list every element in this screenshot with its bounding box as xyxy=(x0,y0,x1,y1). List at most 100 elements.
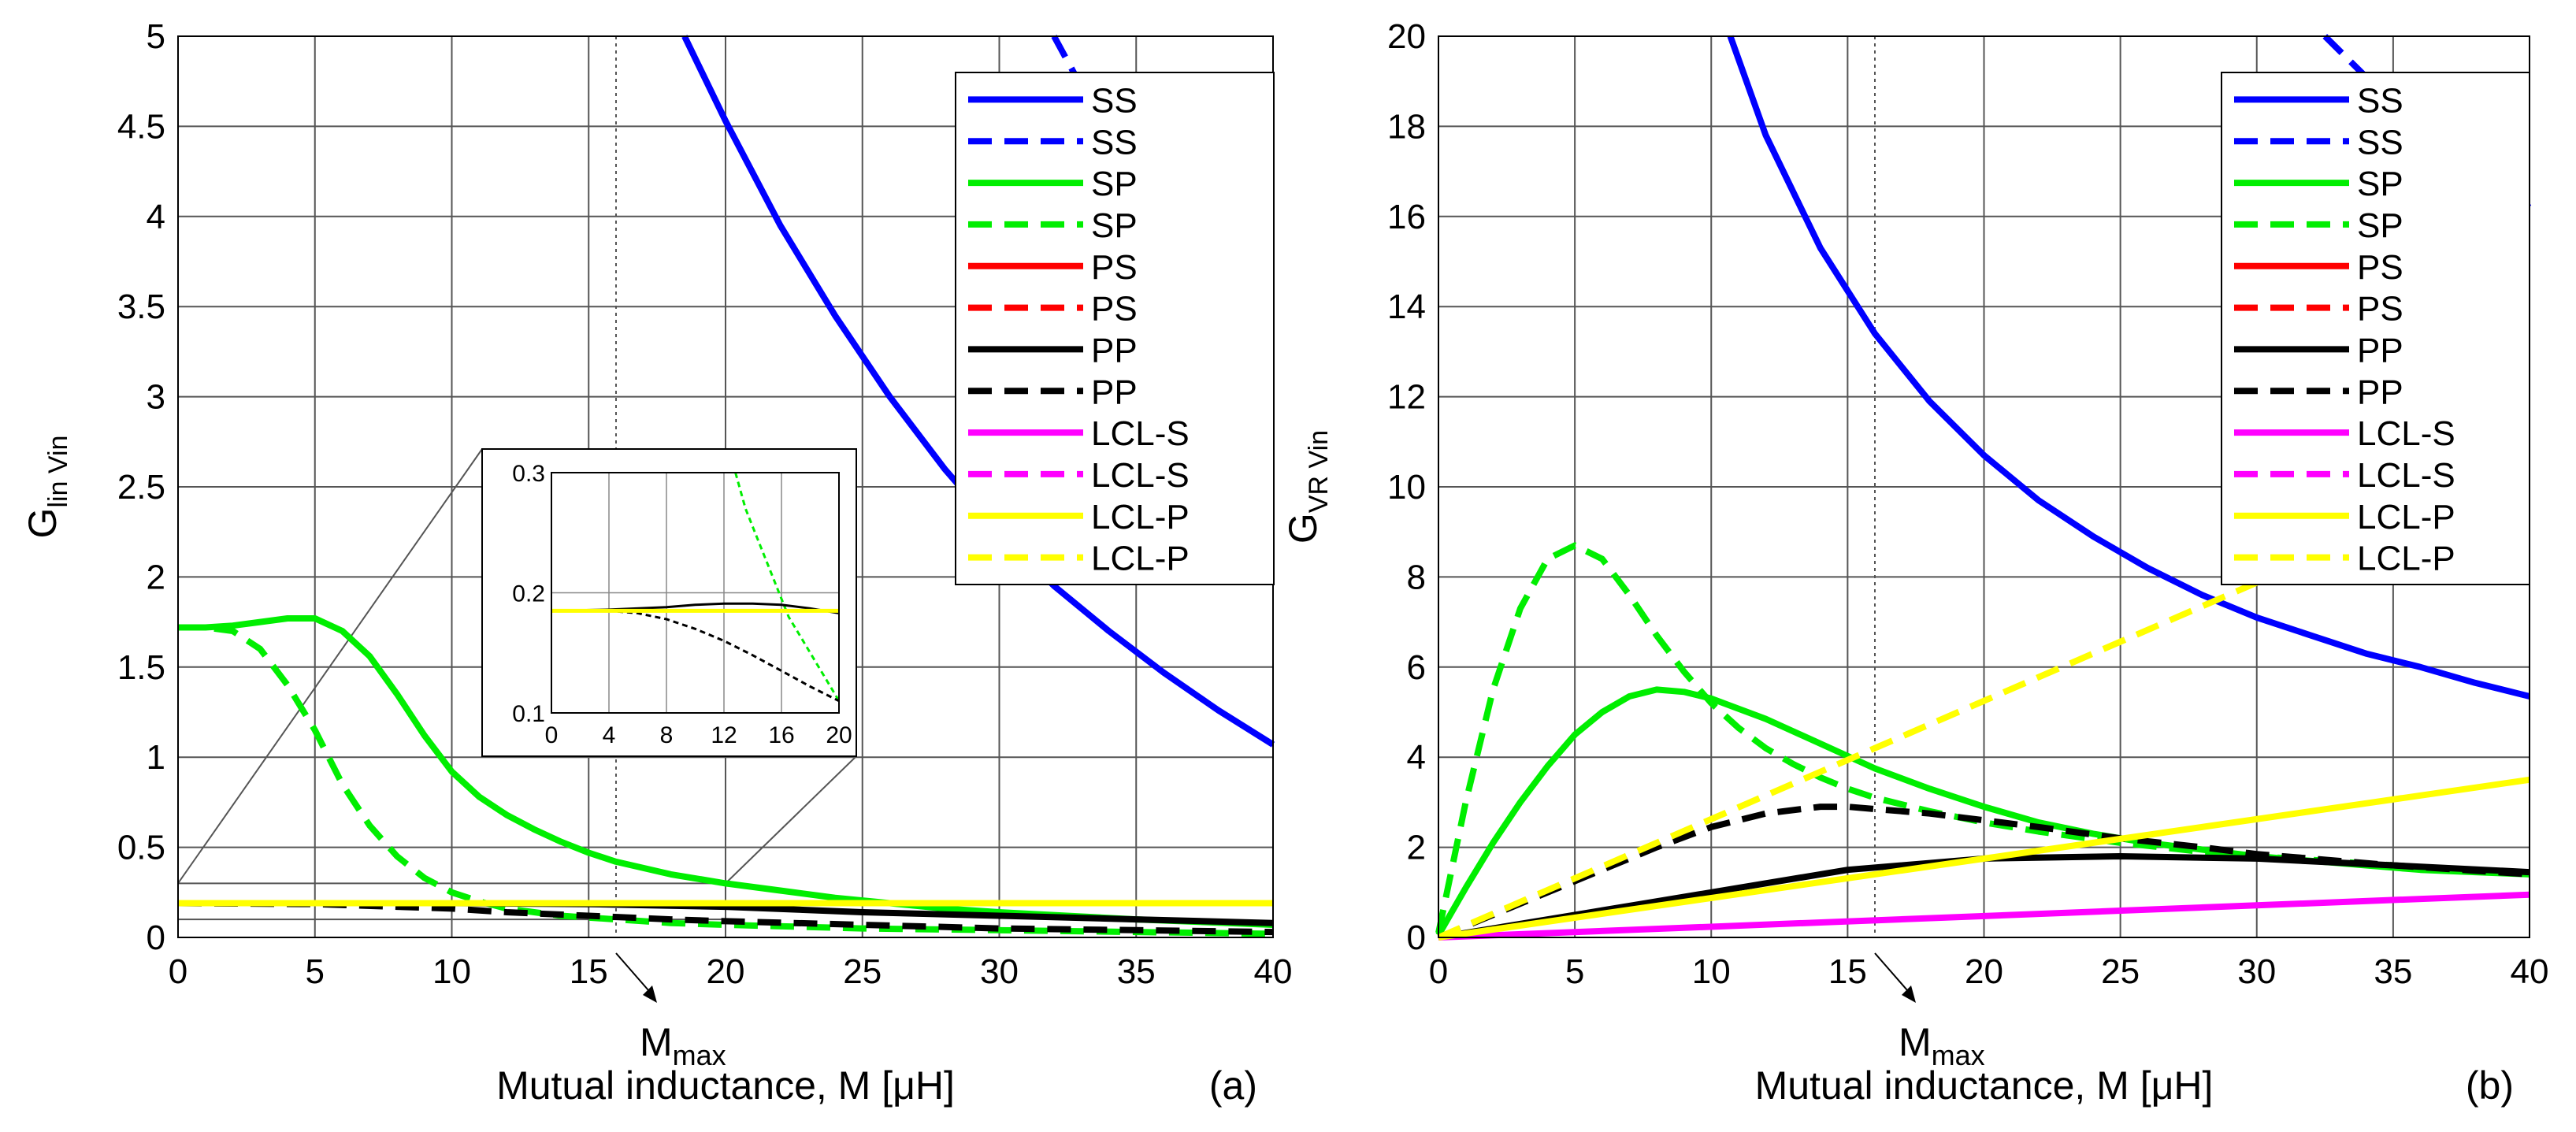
panel-b-x-tick-label: 25 xyxy=(2101,952,2140,991)
panel-a-series-sp-dashed xyxy=(178,624,1274,937)
panel-a-legend-label-lcl-p-dashed: LCL-P xyxy=(1091,540,1190,578)
panel-b-mmax-label-sub: max xyxy=(1932,1039,1985,1071)
panel-b-legend-label-lcl-p-solid: LCL-P xyxy=(2357,498,2455,536)
panel-b-x-tick-label: 40 xyxy=(2511,952,2549,991)
panel-a-y-axis-label: Glin Vin xyxy=(20,436,73,539)
inset-y-tick-label: 0.3 xyxy=(512,461,545,487)
panel-a-legend-label-ss-dashed: SS xyxy=(1091,123,1138,161)
panel-a-x-axis-label: Mutual inductance, M [μH] xyxy=(496,1063,955,1108)
inset-series-sp-dashed xyxy=(734,472,841,702)
inset-axes-box xyxy=(551,472,840,714)
panel-b-y-tick-label: 16 xyxy=(1387,198,1426,236)
panel-a-x-tick-label: 30 xyxy=(980,952,1019,991)
panel-a-x-tick-label: 20 xyxy=(707,952,745,991)
panel-a-x-tick-label: 10 xyxy=(432,952,471,991)
panel-b-legend-label-sp-solid: SP xyxy=(2357,165,2403,203)
panel-a-y-label-main: G xyxy=(20,508,65,539)
panel-b-label: (b) xyxy=(2466,1063,2514,1108)
panel-a-y-tick-label: 5 xyxy=(147,17,165,56)
panel-a-x-ticks: 0 5 10 15 20 25 30 35 40 xyxy=(169,952,1293,991)
panel-a-mmax-label: Mmax xyxy=(640,1020,726,1071)
panel-b-mmax-annotation: Mmax xyxy=(1874,952,1985,1071)
panel-b-legend-label-ps-solid: PS xyxy=(2357,248,2403,287)
inset-x-tick-label: 0 xyxy=(545,722,559,748)
panel-b-legend-label-ps-dashed: PS xyxy=(2357,290,2403,328)
inset-x-tick-label: 8 xyxy=(660,722,674,748)
panel-a-legend-label-pp-solid: PP xyxy=(1091,331,1138,369)
panel-a-legend-label-pp-dashed: PP xyxy=(1091,373,1138,411)
panel-b-y-label-main: G xyxy=(1281,513,1325,544)
panel-b-x-tick-label: 10 xyxy=(1692,952,1731,991)
panel-b-series-ss-solid xyxy=(1727,35,2530,700)
inset-x-tick-label: 16 xyxy=(768,722,794,748)
panel-b-y-tick-label: 2 xyxy=(1407,829,1426,867)
panel-b-series-lcl-s-solid xyxy=(1438,891,2530,941)
panel-b-y-tick-label: 14 xyxy=(1387,288,1426,326)
panel-a-y-tick-label: 1.5 xyxy=(117,648,165,687)
panel-b-x-tick-label: 20 xyxy=(1965,952,2003,991)
panel-a-mmax-arrow-head xyxy=(643,985,657,1003)
panel-a-mmax-annotation: Mmax xyxy=(615,952,726,1071)
inset-frame xyxy=(481,448,857,757)
panel-b-legend-label-lcl-s-solid: LCL-S xyxy=(2357,414,2455,453)
panel-b-legend-label-lcl-p-dashed: LCL-P xyxy=(2357,540,2455,578)
panel-b-legend-label-ss-solid: SS xyxy=(2357,81,2403,120)
panel-a-series-pp-dashed xyxy=(177,900,1274,936)
panel-a-legend-label-sp-dashed: SP xyxy=(1091,206,1138,245)
panel-b-series-sp-dashed xyxy=(1435,542,2530,934)
panel-a-y-tick-label: 0 xyxy=(147,919,165,957)
inset-connector-left xyxy=(177,448,483,884)
panel-b-legend-label-pp-solid: PP xyxy=(2357,331,2403,369)
panel-b-y-tick-label: 6 xyxy=(1407,648,1426,687)
panel-a-x-tick-label: 5 xyxy=(306,952,325,991)
panel-a-legend-label-sp-solid: SP xyxy=(1091,165,1138,203)
panel-b-y-tick-label: 4 xyxy=(1407,738,1426,777)
panel-b-legend-box xyxy=(2221,72,2530,585)
inset-y-tick-label: 0.1 xyxy=(512,701,545,727)
panel-b-y-tick-label: 20 xyxy=(1387,17,1426,56)
panel-b-mmax-arrow-head xyxy=(1902,985,1916,1003)
panel-a-x-tick-label: 0 xyxy=(169,952,187,991)
panel-b-x-ticks: 0 5 10 15 20 25 30 35 40 xyxy=(1429,952,2549,991)
panel-a-legend-label-ss-solid: SS xyxy=(1091,81,1138,120)
panel-a-y-label-sub: lin Vin xyxy=(43,436,73,508)
panel-a-legend-label-lcl-s-dashed: LCL-S xyxy=(1091,456,1190,495)
panel-a-y-tick-label: 2.5 xyxy=(117,468,165,507)
panel-b-y-tick-label: 8 xyxy=(1407,558,1426,596)
panel-a-y-tick-label: 3 xyxy=(147,378,165,417)
panel-b-x-tick-label: 0 xyxy=(1429,952,1448,991)
panel-a-x-tick-label: 40 xyxy=(1254,952,1293,991)
panel-b-mmax-arrow-shaft xyxy=(1874,952,1913,997)
panel-a-y-tick-label: 2 xyxy=(147,558,165,596)
panel-b-legend-label-ss-dashed: SS xyxy=(2357,123,2403,161)
panel-b-y-tick-label: 0 xyxy=(1407,919,1426,957)
panel-a-x-tick-label: 35 xyxy=(1117,952,1156,991)
panel-b-mmax-label: Mmax xyxy=(1899,1020,1985,1071)
panel-b-y-tick-label: 12 xyxy=(1387,378,1426,417)
panel-a-x-tick-label: 25 xyxy=(843,952,882,991)
panel-a-y-tick-label: 1 xyxy=(147,738,165,777)
panel-b-y-tick-label: 10 xyxy=(1387,468,1426,507)
inset-x-tick-label: 12 xyxy=(711,722,737,748)
panel-a-legend-box xyxy=(955,72,1275,585)
panel-b-mmax-label-main: M xyxy=(1899,1020,1932,1064)
panel-a-y-tick-label: 3.5 xyxy=(117,288,165,326)
inset-connector-right xyxy=(725,755,857,885)
panel-b-y-ticks: 0 2 4 6 8 10 12 14 16 18 20 xyxy=(1387,17,1426,957)
panel-b-x-axis-label: Mutual inductance, M [μH] xyxy=(1755,1063,2214,1108)
panel-b-x-tick-label: 30 xyxy=(2237,952,2276,991)
panel-b: 0 5 10 15 20 25 30 35 40 0 2 4 6 8 10 12 14 16 18 20 Mutua… xyxy=(1281,17,2548,1108)
panel-b-x-tick-label: 15 xyxy=(1828,952,1867,991)
panel-a-y-tick-label: 4.5 xyxy=(117,107,165,146)
panel-a-legend-label-ps-solid: PS xyxy=(1091,248,1138,287)
panel-a-x-tick-label: 15 xyxy=(570,952,608,991)
inset-series-pp-dashed xyxy=(551,609,840,703)
panel-a-mmax-arrow-shaft xyxy=(615,952,655,997)
panel-b-x-tick-label: 35 xyxy=(2374,952,2412,991)
panel-b-legend-label-lcl-s-dashed: LCL-S xyxy=(2357,456,2455,495)
panel-a-y-tick-label: 0.5 xyxy=(117,829,165,867)
panel-a-inset: 0 4 8 12 16 20 0.1 0.2 0.3 xyxy=(481,448,857,757)
inset-series-pp-solid xyxy=(551,602,840,614)
